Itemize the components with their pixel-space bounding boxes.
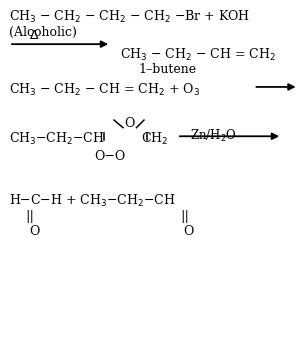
Text: ||: || xyxy=(180,210,189,223)
Text: O: O xyxy=(184,225,194,238)
Text: (Alcoholic): (Alcoholic) xyxy=(9,26,77,39)
Text: CH$_3$ − CH$_2$ − CH = CH$_2$ + O$_3$: CH$_3$ − CH$_2$ − CH = CH$_2$ + O$_3$ xyxy=(9,82,200,98)
Text: CH$_2$: CH$_2$ xyxy=(141,131,168,147)
Text: O−O: O−O xyxy=(94,150,126,163)
Text: O: O xyxy=(124,117,135,130)
Text: O: O xyxy=(29,225,40,238)
Text: CH$_3$−CH$_2$−CH: CH$_3$−CH$_2$−CH xyxy=(9,131,105,147)
Text: H−C−H + CH$_3$−CH$_2$−CH: H−C−H + CH$_3$−CH$_2$−CH xyxy=(9,193,175,209)
Text: Zn/H$_2$O: Zn/H$_2$O xyxy=(190,128,237,144)
Text: $\Delta$: $\Delta$ xyxy=(29,29,40,42)
Text: 1–butene: 1–butene xyxy=(138,63,196,76)
Text: ||: || xyxy=(26,210,34,223)
Text: CH$_3$ − CH$_2$ − CH = CH$_2$: CH$_3$ − CH$_2$ − CH = CH$_2$ xyxy=(120,47,276,63)
Text: CH$_3$ − CH$_2$ − CH$_2$ − CH$_2$ −Br + KOH: CH$_3$ − CH$_2$ − CH$_2$ − CH$_2$ −Br + … xyxy=(9,9,250,25)
